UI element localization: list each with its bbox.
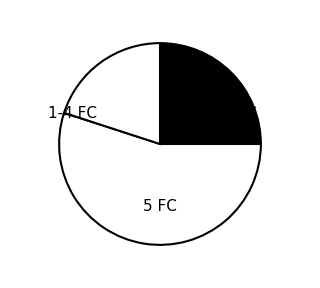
Wedge shape (59, 113, 261, 245)
Text: 5 FC: 5 FC (143, 199, 177, 214)
Wedge shape (64, 43, 160, 144)
Text: 0 FC: 0 FC (222, 106, 256, 121)
Text: 1-4 FC: 1-4 FC (48, 106, 98, 121)
Wedge shape (160, 43, 261, 144)
